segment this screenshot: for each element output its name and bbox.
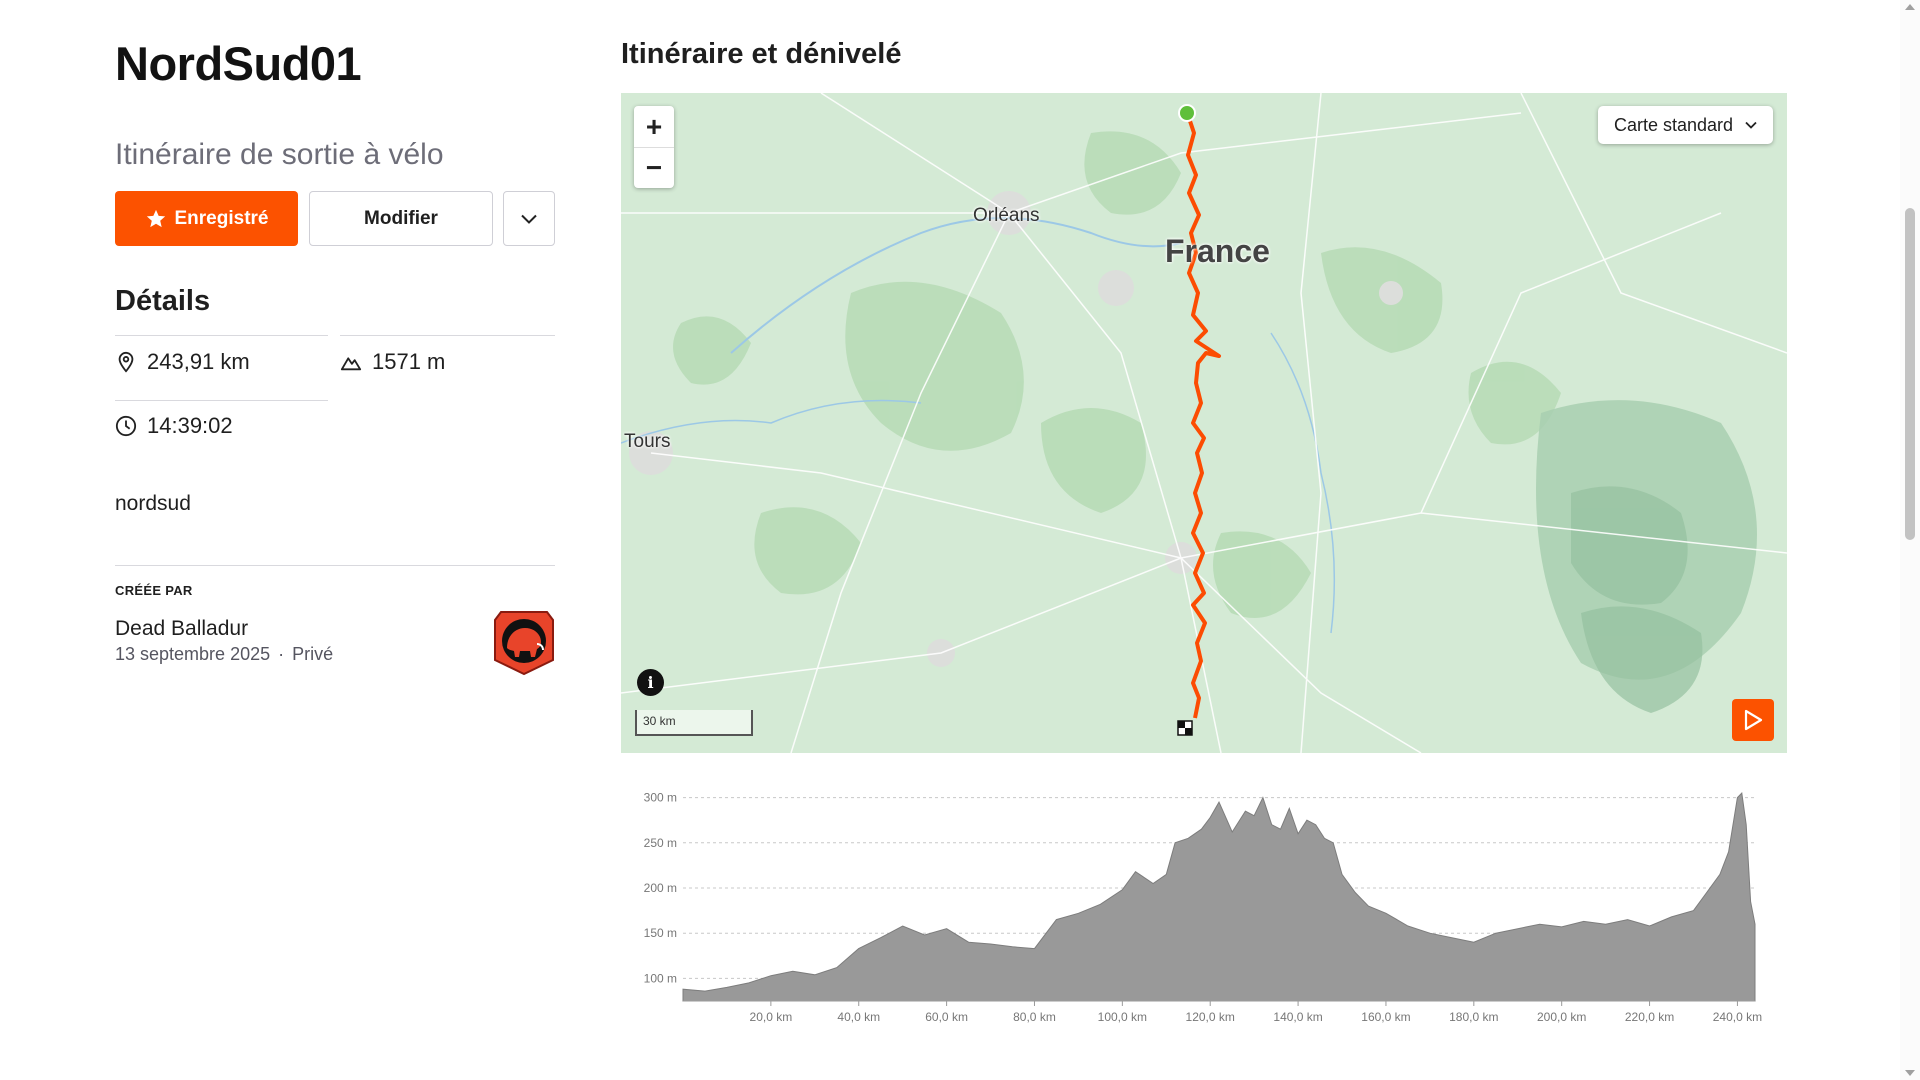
y-tick-label: 100 m [644, 971, 677, 985]
saved-button-label: Enregistré [174, 207, 269, 229]
x-tick-label: 120,0 km [1186, 1010, 1235, 1024]
map-background [621, 93, 1787, 753]
map-label-country: France [1165, 233, 1270, 269]
zoom-out-button[interactable]: − [634, 147, 674, 188]
x-tick-label: 200,0 km [1537, 1010, 1586, 1024]
divider [340, 335, 555, 336]
zoom-controls: + − [634, 106, 674, 188]
clock-icon [115, 415, 137, 437]
edit-button-label: Modifier [364, 207, 438, 229]
scroll-up-arrow[interactable] [1905, 4, 1915, 10]
x-tick-label: 80,0 km [1013, 1010, 1056, 1024]
map-type-select[interactable]: Carte standard [1598, 106, 1773, 144]
elevation-value: 1571 m [372, 349, 446, 374]
x-tick-label: 100,0 km [1098, 1010, 1147, 1024]
y-tick-label: 250 m [644, 836, 677, 850]
route-tag[interactable]: nordsud [115, 492, 191, 515]
scrollbar[interactable] [1900, 0, 1920, 1080]
x-tick-label: 60,0 km [925, 1010, 968, 1024]
x-tick-label: 40,0 km [837, 1010, 880, 1024]
map-scale: 30 km [635, 710, 753, 736]
created-by-label: CRÉÉE PAR [115, 583, 193, 598]
scroll-thumb[interactable] [1905, 208, 1915, 540]
distance-value: 243,91 km [147, 349, 250, 374]
x-tick-label: 20,0 km [750, 1010, 793, 1024]
y-tick-label: 200 m [644, 881, 677, 895]
info-icon[interactable]: i [637, 669, 664, 696]
map-label-city: Tours [624, 431, 671, 452]
divider [115, 335, 328, 336]
x-tick-label: 220,0 km [1625, 1010, 1674, 1024]
edit-button[interactable]: Modifier [309, 191, 493, 246]
location-pin-icon [118, 351, 134, 373]
meta-separator: · [278, 644, 285, 664]
more-options-button[interactable] [503, 191, 555, 246]
duration-value: 14:39:02 [147, 413, 233, 438]
avatar[interactable] [493, 610, 555, 676]
author-name[interactable]: Dead Balladur [115, 617, 249, 640]
created-date: 13 septembre 2025 [115, 644, 271, 664]
scroll-down-arrow[interactable] [1905, 1070, 1915, 1076]
map-label-city: Orléans [973, 205, 1040, 226]
star-icon [146, 209, 165, 227]
y-tick-label: 300 m [644, 791, 677, 805]
zoom-in-button[interactable]: + [645, 110, 663, 142]
distance-stat: 243,91 km [115, 349, 250, 375]
map-section-heading: Itinéraire et dénivelé [621, 38, 902, 70]
x-tick-label: 160,0 km [1361, 1010, 1410, 1024]
mammoth-avatar-image [494, 611, 554, 676]
play-flyover-button[interactable] [1732, 699, 1774, 741]
duration-stat: 14:39:02 [115, 413, 233, 439]
x-tick-label: 140,0 km [1273, 1010, 1322, 1024]
route-title: NordSud01 [115, 37, 362, 90]
divider [115, 400, 328, 401]
x-tick-label: 180,0 km [1449, 1010, 1498, 1024]
mountain-icon [340, 357, 362, 371]
details-heading: Détails [115, 285, 211, 317]
y-tick-label: 150 m [644, 926, 677, 940]
elevation-chart[interactable]: 100 m 150 m 200 m 250 m 300 m 20,0 km 40,0 km 6… [621, 765, 1787, 1030]
visibility-label: Privé [292, 644, 334, 664]
map-scale-label: 30 km [643, 714, 676, 728]
saved-button[interactable]: Enregistré [115, 191, 298, 246]
chevron-down-icon [1745, 121, 1757, 129]
route-subtitle: Itinéraire de sortie à vélo [115, 138, 444, 171]
play-icon [1744, 709, 1763, 731]
elevation-stat: 1571 m [340, 349, 445, 375]
divider [115, 565, 555, 566]
elevation-area [682, 792, 1756, 1002]
map-type-selected: Carte standard [1614, 114, 1734, 135]
route-meta: 13 septembre 2025 · Privé [115, 644, 333, 665]
route-map[interactable]: + − Carte standard Orléans Tours France … [621, 93, 1787, 753]
action-bar: Enregistré Modifier [115, 191, 555, 246]
chevron-down-icon [521, 214, 537, 224]
x-tick-label: 240,0 km [1713, 1010, 1762, 1024]
